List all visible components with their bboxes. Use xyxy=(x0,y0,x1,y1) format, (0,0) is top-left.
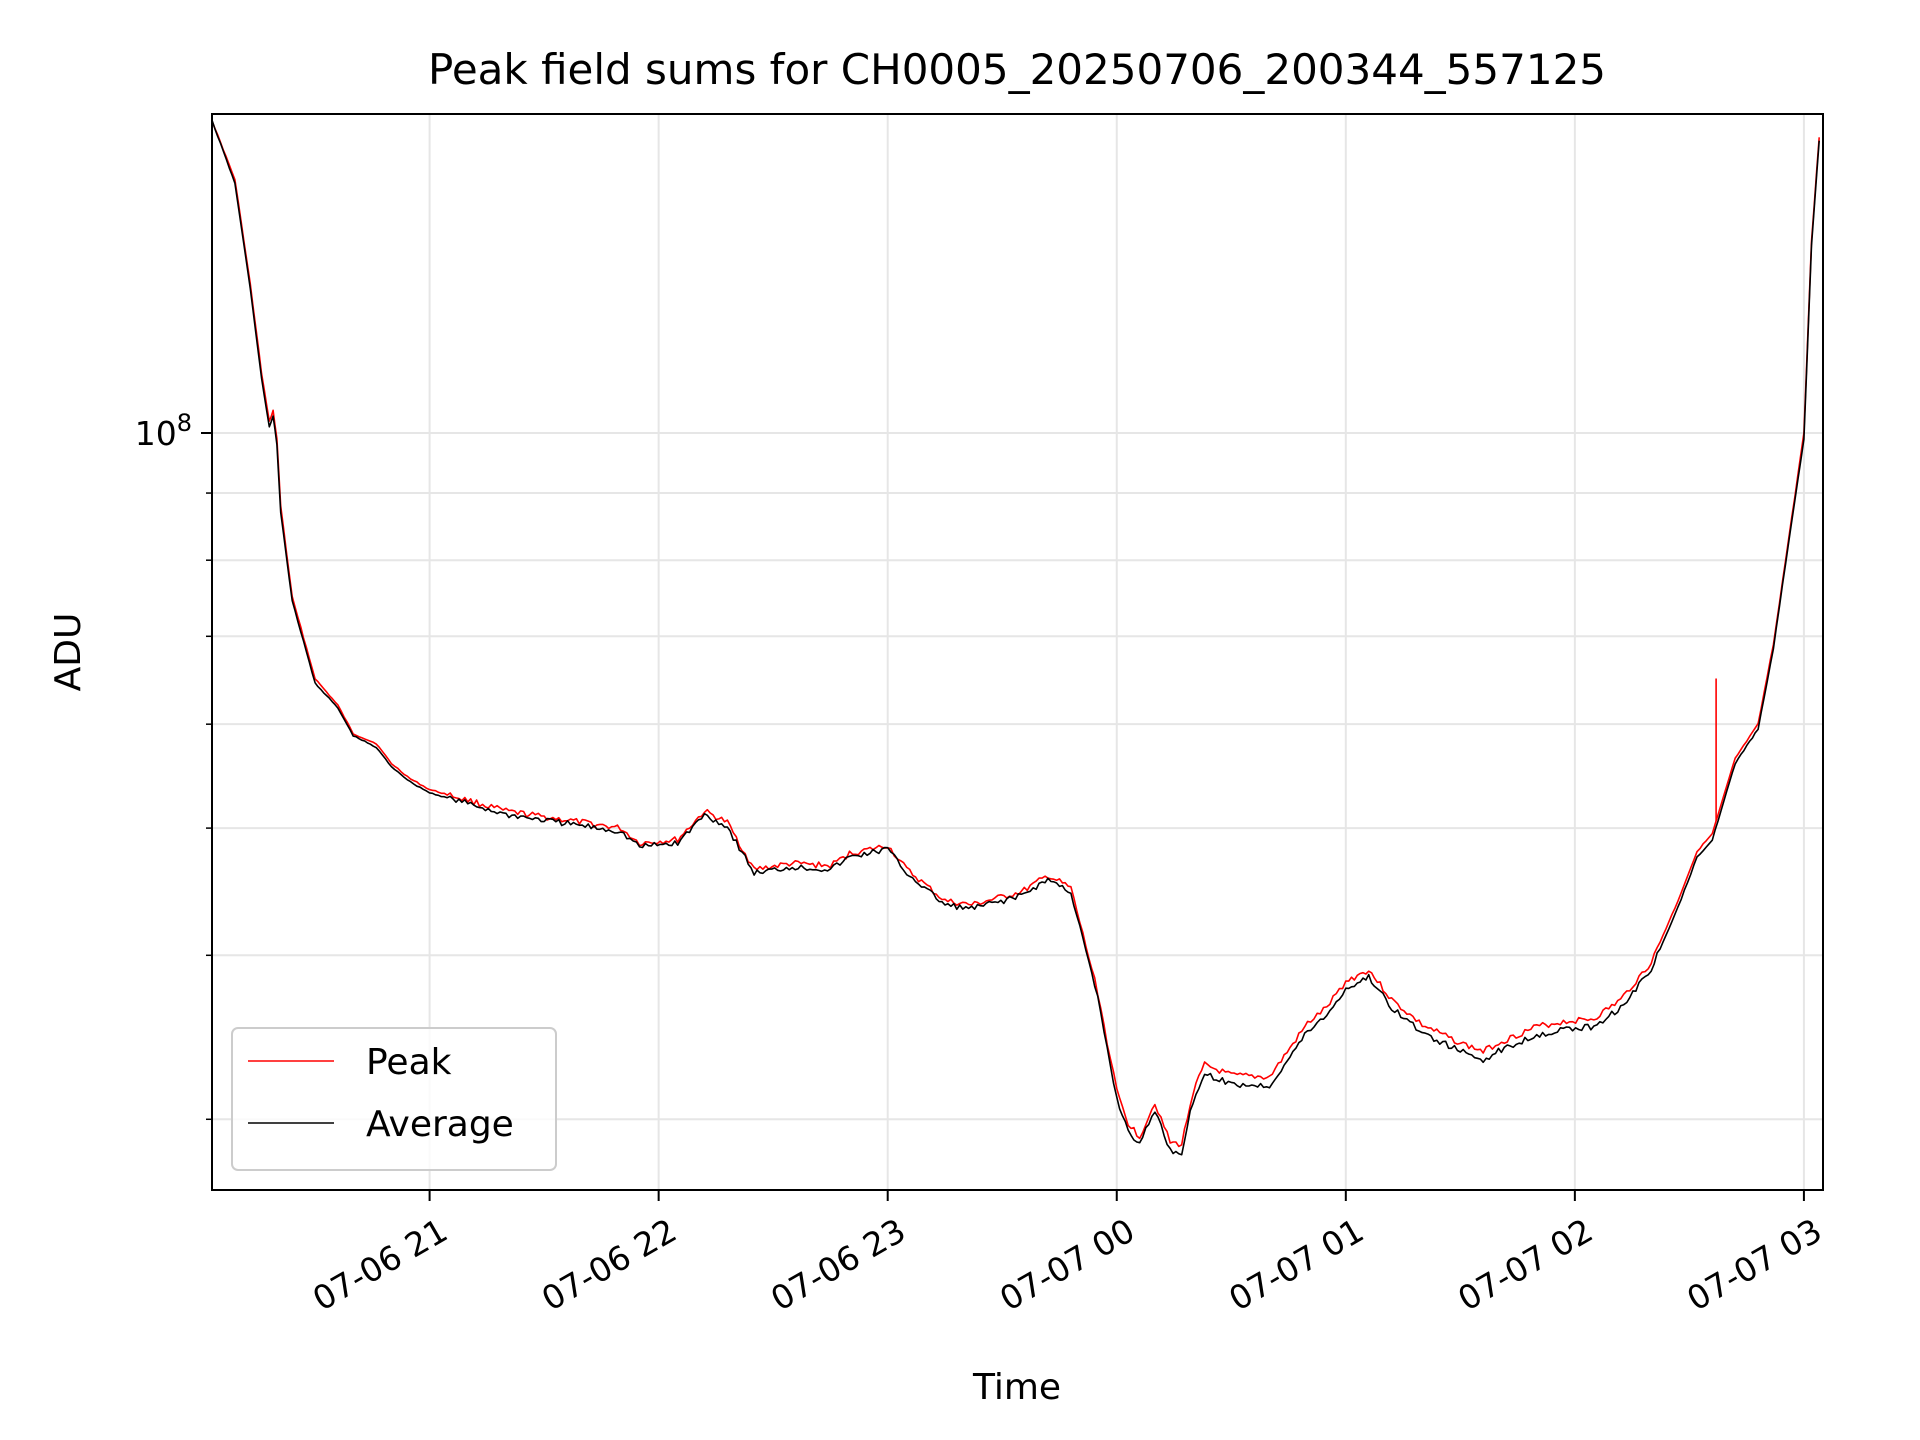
legend: Peak Average xyxy=(231,1027,557,1171)
x-axis-label: Time xyxy=(972,1367,1061,1408)
y-tick-label: 108 xyxy=(135,409,192,453)
legend-box xyxy=(231,1027,557,1171)
legend-label-peak: Peak xyxy=(366,1042,452,1083)
y-axis-label: ADU xyxy=(48,613,89,692)
plot-frame xyxy=(211,113,1824,1191)
y-axis: 108 xyxy=(135,409,212,1121)
grid xyxy=(212,114,1823,1190)
y-tick-exponent: 8 xyxy=(177,409,192,437)
chart-title: Peak field sums for CH0005_20250706_2003… xyxy=(428,45,1606,94)
legend-label-average: Average xyxy=(366,1104,514,1145)
series-layer xyxy=(211,119,1820,1156)
y-tick-base: 10 xyxy=(135,414,177,453)
series-line-average xyxy=(211,119,1820,1156)
